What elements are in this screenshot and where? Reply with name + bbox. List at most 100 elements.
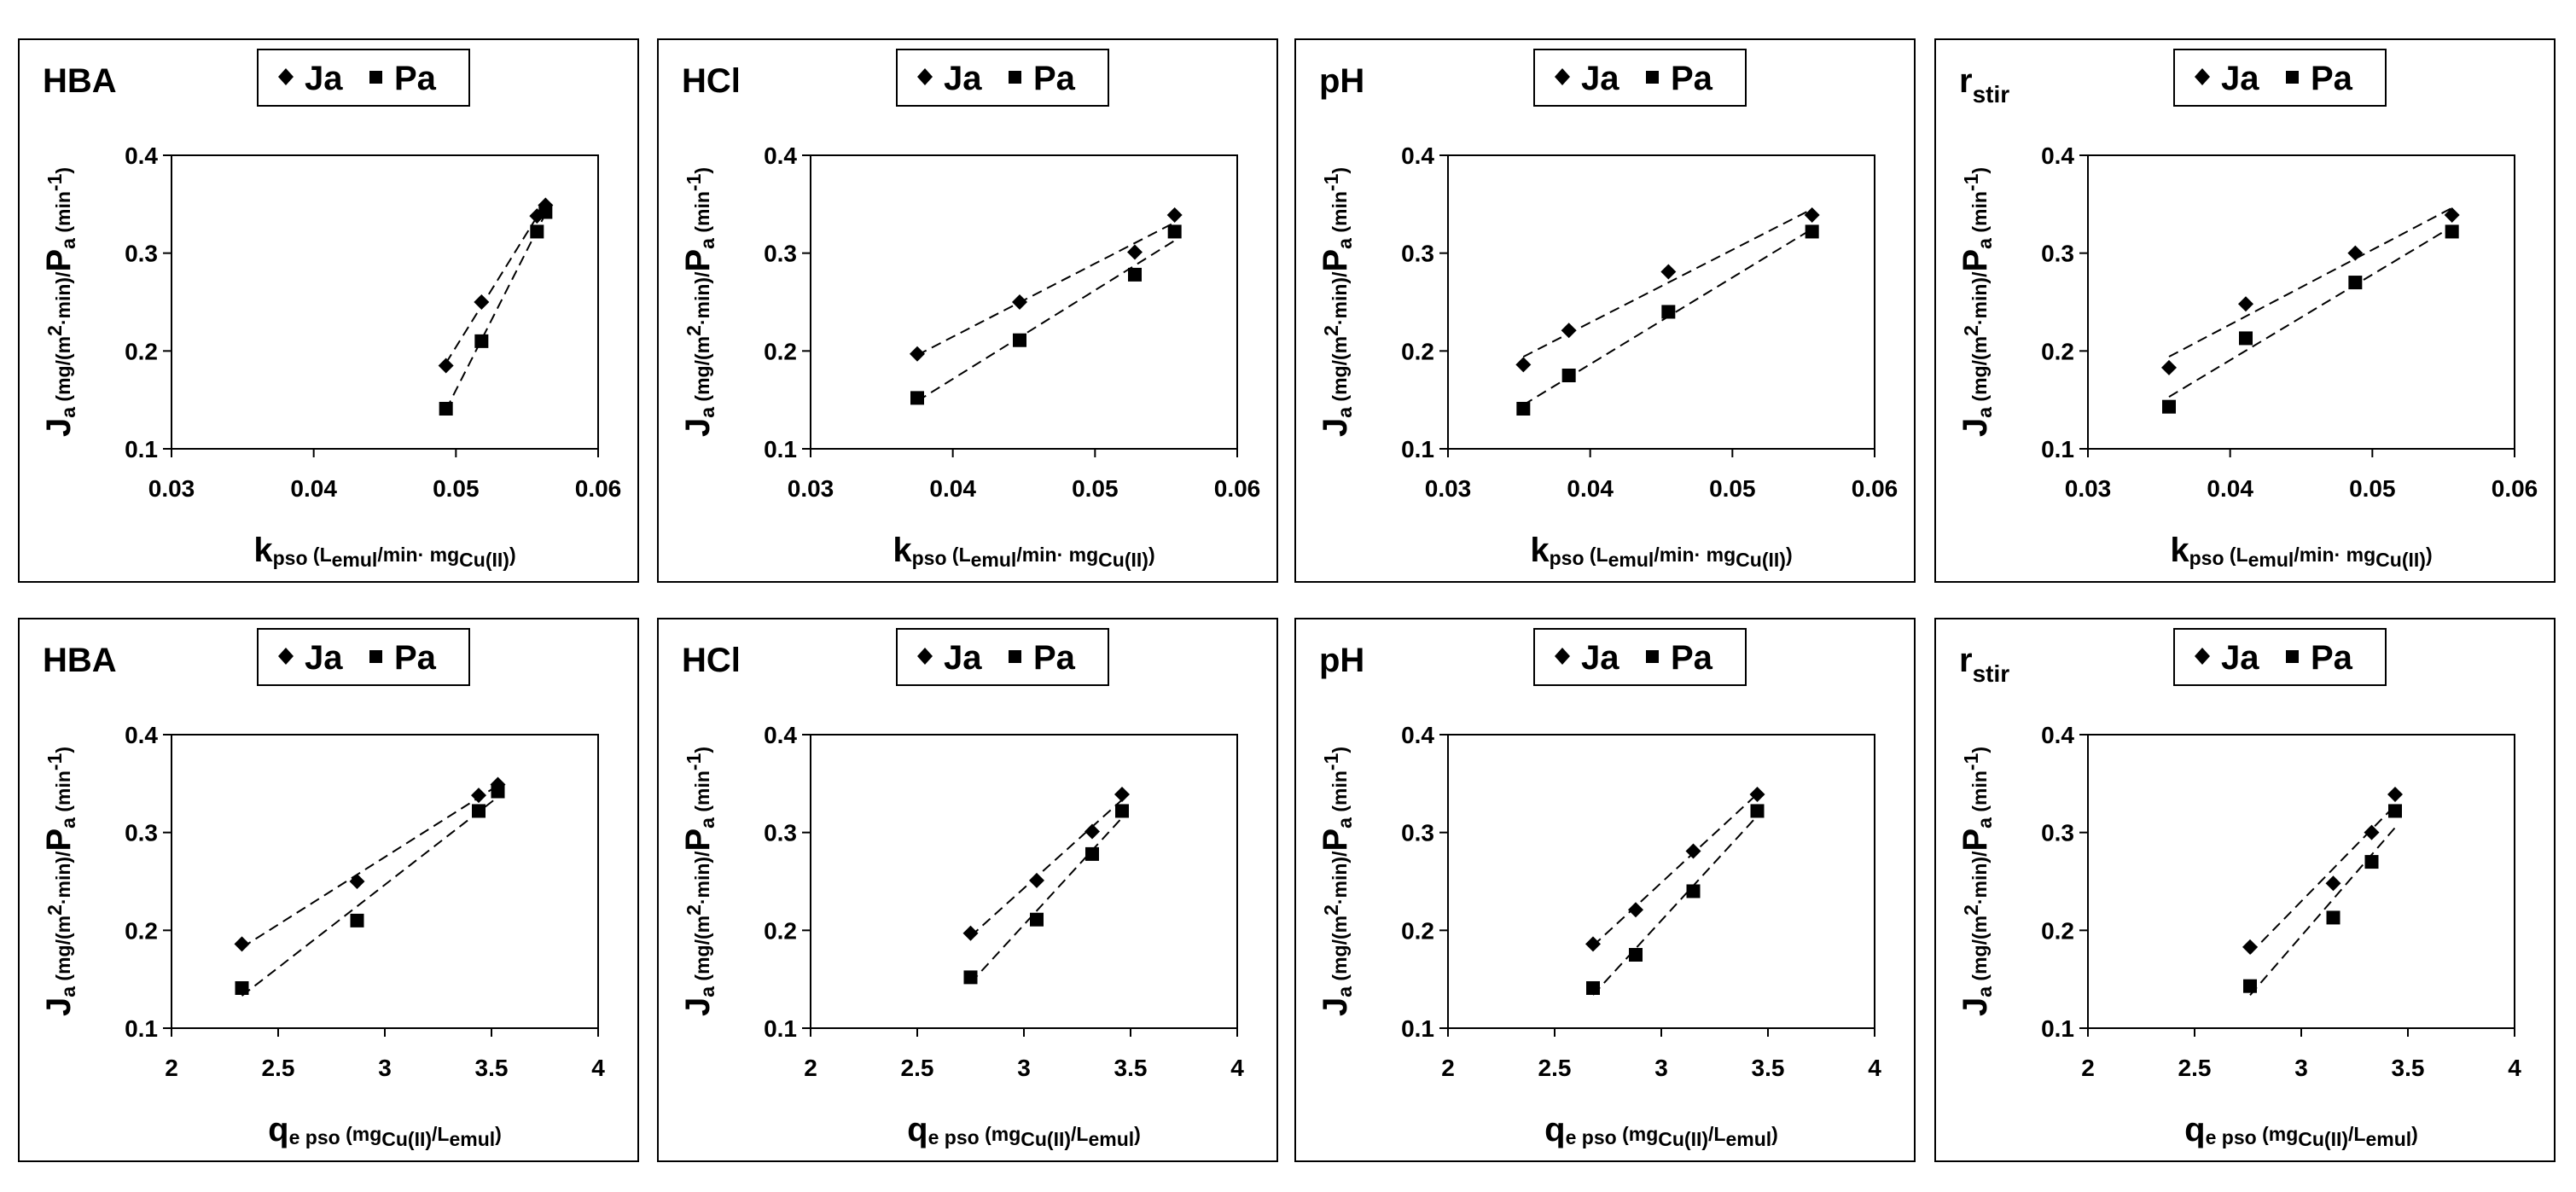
y-axis-label: Ja (mg/(m2·min)/Pa (min-1) [40,167,79,437]
y-tick-label: 0.4 [1401,142,1434,169]
panel-title-main: r [1959,62,1973,100]
y-tick-label: 0.4 [2041,722,2074,748]
chart-panel-6: HCl Ja Pa 0.1 0.2 0.3 0.4 2 2.5 3 3.5 4 Ja (mg/(m2·m… [657,618,1278,1162]
legend-label-ja: Ja [944,60,982,97]
legend-marker-diamond [278,68,294,85]
point-pa [1128,267,1142,282]
legend-box [896,49,1109,107]
point-pa [2326,910,2340,925]
x-tick-label: 0.04 [1567,475,1614,502]
y-axis-label: Ja (mg/(m2·min)/Pa (min-1) [1957,167,1996,437]
x-tick-label: 4 [1868,1055,1881,1081]
panel-title-main: r [1959,642,1973,679]
point-ja [2238,296,2253,312]
y-tick-label: 0.1 [2041,436,2074,462]
y-tick-label: 0.1 [764,436,797,462]
x-axis-label: kpso (Lemul/min· mgCu(II)) [253,532,515,571]
y-tick-label: 0.4 [764,142,797,169]
y-axis-label: Ja (mg/(m2·min)/Pa (min-1) [679,747,718,1016]
chart-panel-5: HBA Ja Pa 0.1 0.2 0.3 0.4 2 2.5 3 3.5 4 Ja (mg/(m2·m… [18,618,639,1162]
point-pa [1085,846,1099,861]
x-tick-label: 0.03 [788,475,834,502]
point-pa [1805,224,1819,239]
point-ja [910,346,925,362]
point-ja [1628,902,1643,918]
y-tick-label: 0.4 [1401,722,1434,748]
y-axis-label: Ja (mg/(m2·min)/Pa (min-1) [40,747,79,1016]
legend-label-ja: Ja [305,639,343,677]
legend-label-ja: Ja [1581,639,1619,677]
point-ja [474,294,490,310]
point-pa [2364,855,2379,869]
y-tick-label: 0.2 [1401,338,1434,364]
x-axis-label: qe pso (mgCu(II)/Lemul) [1544,1111,1778,1150]
trendline-pa [445,212,547,410]
x-axis-label: qe pso (mgCu(II)/Lemul) [2184,1111,2418,1150]
x-tick-label: 2 [804,1055,817,1081]
point-pa [2445,224,2459,239]
y-tick-label: 0.3 [1401,820,1434,846]
point-ja [2387,786,2403,802]
point-pa [1750,804,1765,818]
plot-area [2087,154,2515,450]
legend-label-pa: Pa [1033,60,1076,97]
point-pa [910,391,924,405]
y-tick-label: 0.2 [125,338,158,364]
y-tick-label: 0.2 [1401,917,1434,944]
y-tick-label: 0.1 [125,436,158,462]
legend-box [896,628,1109,686]
point-pa [1586,980,1600,995]
legend-label-pa: Pa [394,639,437,677]
x-tick-label: 0.04 [290,475,337,502]
point-ja [1561,323,1577,339]
y-tick-label: 0.3 [764,820,797,846]
legend-marker-square [1646,650,1659,663]
chart-panel-2: HCl Ja Pa 0.1 0.2 0.3 0.4 0.03 0.04 0.05 0.06 Ja (m… [657,38,1278,583]
y-tick-label: 0.3 [125,820,158,846]
legend-box [2173,49,2387,107]
legend-marker-square [1646,71,1659,84]
point-pa [2162,399,2176,414]
y-axis-label: Ja (mg/(m2·min)/Pa (min-1) [679,167,718,437]
legend-label-pa: Pa [1033,639,1076,677]
point-ja [234,936,250,952]
point-pa [491,784,505,799]
x-axis-label: qe pso (mgCu(II)/Lemul) [907,1111,1141,1150]
legend-box [257,628,470,686]
x-tick-label: 3 [378,1055,392,1081]
point-ja [1749,786,1765,802]
point-ja [1127,244,1143,260]
point-ja [1685,843,1701,859]
legend-label-pa: Pa [1671,639,1713,677]
legend: Ja Pa [257,49,470,107]
y-tick-label: 0.4 [125,722,158,748]
legend-marker-square [2286,71,2299,84]
legend-box [2173,628,2387,686]
legend-marker-square [1009,71,1021,84]
x-tick-label: 2.5 [262,1055,295,1081]
trendline-pa [969,817,1123,984]
panel-frame [1934,618,2556,1162]
point-ja [349,874,365,889]
x-tick-label: 0.05 [2349,475,2396,502]
y-tick-label: 0.2 [764,917,797,944]
x-tick-label: 0.06 [575,475,622,502]
legend-label-pa: Pa [2311,639,2353,677]
panel-title-sub: stir [1973,660,2010,687]
point-pa [1629,948,1643,962]
point-ja [1660,264,1677,280]
legend: Ja Pa [2173,49,2387,107]
point-pa [2348,276,2363,290]
point-pa [530,224,544,239]
panel-title: HCl [682,642,741,679]
panel-title-main: HBA [43,62,117,100]
y-tick-label: 0.1 [125,1015,158,1042]
point-pa [350,913,364,927]
point-ja [1804,206,1820,223]
x-tick-label: 2.5 [1538,1055,1572,1081]
point-ja [2347,245,2364,261]
legend-label-pa: Pa [394,60,437,97]
trendline-pa [916,240,1176,402]
point-pa [2243,979,2257,993]
